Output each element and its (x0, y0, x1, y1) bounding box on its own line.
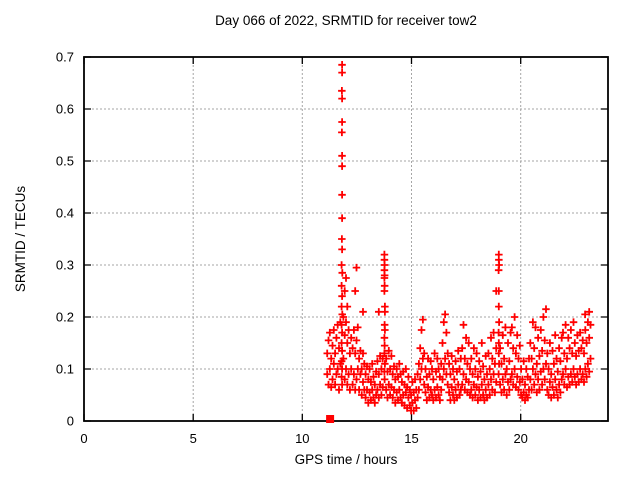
y-tick-label: 0.1 (56, 362, 74, 377)
plot-border (83, 56, 609, 422)
y-tick-label: 0.5 (56, 154, 74, 169)
y-tick-label: 0.3 (56, 258, 74, 273)
data-point-square (326, 415, 335, 423)
x-tick-label: 5 (190, 431, 197, 446)
y-axis-label: SRMTID / TECUs (13, 185, 28, 293)
chart-title: Day 066 of 2022, SRMTID for receiver tow… (215, 13, 477, 28)
x-tick-label: 20 (513, 431, 527, 446)
x-tick-label: 15 (404, 431, 418, 446)
y-tick-label: 0.4 (56, 206, 74, 221)
x-axis-label: GPS time / hours (294, 452, 398, 467)
x-tick-label: 0 (80, 431, 87, 446)
x-tick-label: 10 (295, 431, 309, 446)
y-tick-label: 0.2 (56, 310, 74, 325)
data-points-plus (323, 61, 595, 415)
y-tick-label: 0.7 (56, 50, 74, 65)
y-tick-label: 0.6 (56, 102, 74, 117)
y-tick-label: 0 (67, 414, 74, 429)
